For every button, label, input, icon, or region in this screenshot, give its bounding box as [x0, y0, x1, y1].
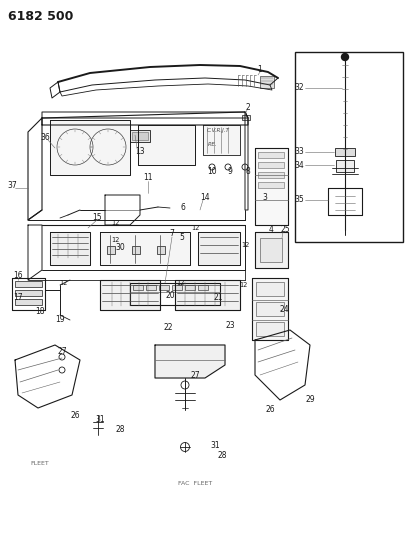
Bar	[172, 285, 182, 290]
Text: FLEET: FLEET	[30, 461, 49, 466]
Text: 33: 33	[294, 148, 304, 157]
Polygon shape	[100, 232, 190, 265]
Text: 31: 31	[95, 416, 105, 424]
Text: 3: 3	[263, 192, 267, 201]
Text: 35: 35	[294, 196, 304, 205]
Text: 18: 18	[35, 306, 45, 316]
Text: P.E.: P.E.	[208, 142, 218, 147]
Text: 36: 36	[40, 133, 50, 141]
Bar	[256, 322, 284, 336]
Bar	[15, 290, 42, 296]
Text: 17: 17	[13, 294, 23, 303]
Bar	[132, 132, 148, 140]
Text: FAC  FLEET: FAC FLEET	[178, 481, 212, 486]
Text: 28: 28	[115, 425, 125, 434]
Text: 12: 12	[111, 220, 119, 226]
Text: 15: 15	[92, 213, 102, 222]
Text: 28: 28	[217, 450, 227, 459]
Text: 20: 20	[165, 292, 175, 301]
Bar	[256, 282, 284, 296]
Text: 37: 37	[7, 181, 17, 190]
Bar	[130, 130, 150, 142]
Polygon shape	[100, 280, 160, 310]
Text: 31: 31	[210, 440, 220, 449]
Circle shape	[341, 53, 348, 61]
Bar	[258, 172, 284, 178]
Bar	[132, 246, 140, 254]
Text: 6: 6	[181, 204, 186, 213]
Bar	[107, 246, 115, 254]
Text: 27: 27	[190, 370, 200, 379]
Text: 12: 12	[59, 280, 67, 286]
Polygon shape	[138, 125, 195, 165]
Polygon shape	[252, 278, 288, 340]
Polygon shape	[255, 148, 288, 225]
Bar	[258, 162, 284, 168]
Polygon shape	[50, 120, 130, 175]
Text: 8: 8	[246, 167, 251, 176]
Text: C.V.R.J.T: C.V.R.J.T	[206, 128, 229, 133]
Text: 34: 34	[294, 160, 304, 169]
Text: 29: 29	[305, 395, 315, 405]
Polygon shape	[155, 345, 225, 378]
Bar	[15, 299, 42, 305]
Bar	[185, 285, 195, 290]
Bar	[159, 285, 169, 290]
Text: 19: 19	[55, 316, 65, 325]
Bar	[242, 115, 250, 120]
Text: 5: 5	[180, 232, 184, 241]
Bar	[336, 160, 354, 172]
Text: 13: 13	[135, 148, 145, 157]
Bar	[335, 148, 355, 156]
Text: 23: 23	[225, 321, 235, 330]
Text: 16: 16	[13, 271, 23, 279]
Bar	[258, 152, 284, 158]
Polygon shape	[203, 125, 240, 155]
Text: 1: 1	[257, 66, 262, 75]
Text: 10: 10	[207, 167, 217, 176]
Text: 4: 4	[268, 225, 273, 235]
Bar	[295, 52, 403, 242]
Text: 14: 14	[200, 193, 210, 203]
Text: 2: 2	[246, 103, 251, 112]
Text: 6182 500: 6182 500	[8, 11, 73, 23]
Bar	[15, 281, 42, 287]
Bar	[133, 285, 143, 290]
Text: 7: 7	[170, 230, 175, 238]
Text: 30: 30	[115, 244, 125, 253]
Bar	[258, 182, 284, 188]
Text: 12: 12	[241, 242, 249, 248]
Text: 24: 24	[279, 305, 289, 314]
Text: 25: 25	[280, 225, 290, 235]
Bar	[256, 302, 284, 316]
Polygon shape	[198, 232, 240, 265]
Polygon shape	[175, 280, 240, 310]
Text: 22: 22	[163, 324, 173, 333]
Text: 12: 12	[239, 282, 247, 288]
Text: 12: 12	[191, 225, 199, 231]
Polygon shape	[50, 232, 90, 265]
Text: 12: 12	[176, 280, 184, 286]
Text: 27: 27	[57, 348, 67, 357]
Bar	[260, 238, 282, 262]
Bar	[260, 76, 274, 88]
Bar	[198, 285, 208, 290]
Bar	[146, 285, 156, 290]
Text: 9: 9	[228, 167, 233, 176]
Text: 26: 26	[265, 406, 275, 415]
Text: 12: 12	[111, 237, 119, 243]
Bar	[157, 246, 165, 254]
Text: 26: 26	[70, 410, 80, 419]
Text: 21: 21	[213, 294, 223, 303]
Text: 32: 32	[295, 84, 304, 93]
Text: 11: 11	[143, 174, 153, 182]
Polygon shape	[255, 232, 288, 268]
